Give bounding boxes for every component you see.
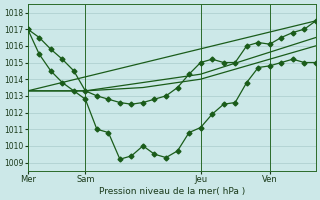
X-axis label: Pression niveau de la mer( hPa ): Pression niveau de la mer( hPa )	[99, 187, 245, 196]
